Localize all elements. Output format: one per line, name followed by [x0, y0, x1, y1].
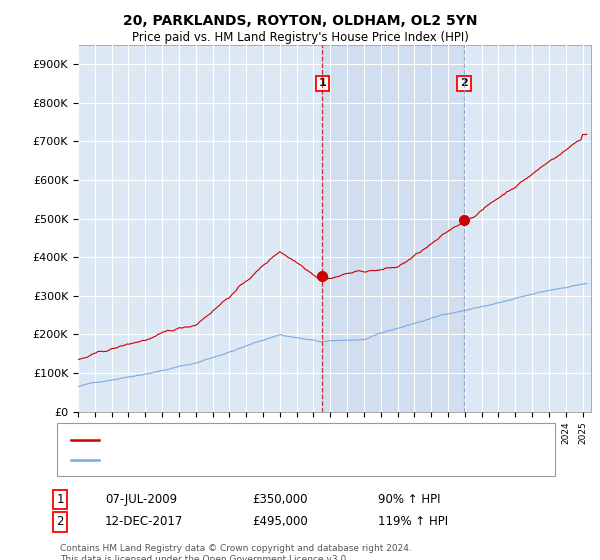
Text: £350,000: £350,000	[252, 493, 308, 506]
Text: 1: 1	[56, 493, 64, 506]
Text: HPI: Average price, detached house, Oldham: HPI: Average price, detached house, Oldh…	[104, 455, 338, 465]
Text: £495,000: £495,000	[252, 515, 308, 529]
Text: Price paid vs. HM Land Registry's House Price Index (HPI): Price paid vs. HM Land Registry's House …	[131, 31, 469, 44]
Text: Contains HM Land Registry data © Crown copyright and database right 2024.
This d: Contains HM Land Registry data © Crown c…	[60, 544, 412, 560]
Text: 12-DEC-2017: 12-DEC-2017	[105, 515, 184, 529]
Text: 07-JUL-2009: 07-JUL-2009	[105, 493, 177, 506]
Text: 90% ↑ HPI: 90% ↑ HPI	[378, 493, 440, 506]
Text: 2: 2	[56, 515, 64, 529]
Text: 2: 2	[460, 78, 468, 88]
Bar	[322, 45, 464, 412]
Text: 20, PARKLANDS, ROYTON, OLDHAM, OL2 5YN: 20, PARKLANDS, ROYTON, OLDHAM, OL2 5YN	[123, 14, 477, 28]
Text: 119% ↑ HPI: 119% ↑ HPI	[378, 515, 448, 529]
Text: 1: 1	[319, 78, 326, 88]
Text: 20, PARKLANDS, ROYTON, OLDHAM, OL2 5YN (detached house): 20, PARKLANDS, ROYTON, OLDHAM, OL2 5YN (…	[104, 435, 434, 445]
